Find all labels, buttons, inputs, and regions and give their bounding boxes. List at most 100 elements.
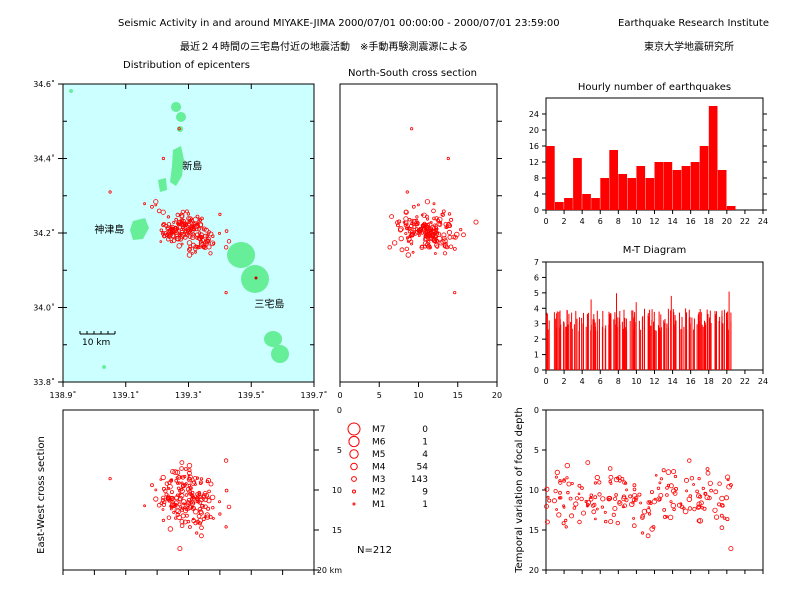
ew-section-point bbox=[197, 490, 201, 495]
ew-section-point bbox=[174, 478, 179, 483]
ew-section-point bbox=[189, 497, 193, 501]
ew-section-point bbox=[177, 546, 183, 552]
epicenter-point bbox=[199, 242, 205, 248]
depth-time-point bbox=[593, 495, 598, 500]
epicenter-point bbox=[218, 212, 222, 216]
depth-time-point bbox=[562, 504, 565, 508]
depth-time-point bbox=[554, 475, 558, 479]
depth-time-point bbox=[558, 480, 563, 485]
epicenter-point bbox=[198, 218, 202, 222]
ew-section-point bbox=[205, 479, 209, 484]
ew-section-point bbox=[211, 506, 215, 510]
depth-time-point bbox=[588, 496, 594, 502]
epicenter-point bbox=[174, 217, 179, 222]
islet-b bbox=[69, 89, 74, 93]
depth-time-point bbox=[547, 498, 552, 503]
ew-section-point bbox=[183, 467, 188, 471]
ns-section-point bbox=[431, 208, 436, 214]
epicenter-point bbox=[209, 240, 216, 246]
ns-section-point bbox=[459, 228, 463, 232]
ew-section-point bbox=[190, 500, 196, 506]
epicenter-point bbox=[171, 238, 177, 243]
ew-section-point bbox=[202, 490, 208, 496]
ns-section-x-tick-label: 0 bbox=[337, 391, 342, 400]
mt-x-tick-label: 0 bbox=[543, 377, 548, 386]
depth-time-point bbox=[692, 506, 697, 512]
hourly-bar bbox=[672, 170, 682, 210]
ew-section-point bbox=[180, 481, 184, 485]
ns-section-point bbox=[399, 247, 405, 253]
depth-time-point bbox=[554, 469, 560, 475]
hourly-bar bbox=[546, 146, 555, 210]
epicenter-point bbox=[198, 234, 203, 239]
depth-time-point bbox=[607, 466, 613, 471]
depth-time-point bbox=[570, 481, 574, 485]
ew-section-point bbox=[186, 462, 193, 469]
hourly-y-tick-label: 24 bbox=[529, 110, 539, 119]
legend-marker bbox=[349, 449, 359, 459]
ew-section-point bbox=[190, 490, 195, 495]
hourly-x-tick-label: 10 bbox=[631, 217, 641, 226]
depth-time-point bbox=[565, 476, 569, 480]
ns-section-point bbox=[404, 231, 408, 235]
depth-time-point bbox=[577, 483, 582, 488]
ns-section-point bbox=[448, 244, 454, 249]
depth-time-point bbox=[561, 521, 566, 526]
ew-section-point bbox=[153, 496, 159, 502]
ns-section-point bbox=[426, 227, 429, 231]
report-title-en: Seismic Activity in and around MIYAKE-JI… bbox=[118, 18, 560, 29]
mt-x-tick-label: 16 bbox=[686, 377, 696, 386]
mt-y-tick-label: 7 bbox=[534, 258, 539, 267]
ew-section-points bbox=[108, 458, 232, 552]
depth-time-point bbox=[569, 513, 575, 519]
depth-time-points bbox=[544, 458, 734, 552]
ns-section-point bbox=[420, 231, 425, 235]
ew-section-point bbox=[166, 515, 172, 520]
ns-section-point bbox=[438, 220, 442, 224]
ns-section-point bbox=[404, 246, 410, 252]
ew-section-point bbox=[183, 506, 186, 509]
ns-section-point bbox=[436, 218, 440, 223]
mt-x-tick-label: 22 bbox=[740, 377, 750, 386]
ew-section-point bbox=[179, 487, 184, 492]
epicenter-point bbox=[184, 228, 188, 232]
depth-time-point bbox=[606, 495, 612, 502]
ew-section-point bbox=[197, 517, 204, 524]
ew-section-point bbox=[198, 480, 204, 485]
epicenter-point bbox=[181, 225, 186, 229]
ns-section-point bbox=[424, 236, 430, 242]
ew-section-point bbox=[186, 476, 193, 483]
ns-section-point bbox=[411, 221, 416, 226]
hourly-bar bbox=[600, 178, 609, 210]
depth-time-point bbox=[673, 474, 678, 479]
epicenter-point bbox=[108, 190, 112, 194]
ew-section-point bbox=[177, 495, 184, 502]
epicenter-point bbox=[187, 228, 193, 234]
ew-section-point bbox=[176, 474, 182, 480]
ns-section-point bbox=[442, 236, 447, 241]
ew-section-point bbox=[173, 500, 179, 506]
epicenter-points bbox=[108, 127, 232, 295]
ns-section-points bbox=[387, 127, 479, 295]
depth-time-point bbox=[577, 519, 582, 525]
legend-count: 9 bbox=[422, 488, 428, 498]
ew-section-point bbox=[167, 483, 173, 490]
ns-section-point bbox=[432, 216, 436, 221]
depth-time-point bbox=[687, 458, 692, 463]
ns-section-point bbox=[449, 217, 454, 222]
ew-section-point bbox=[182, 519, 188, 525]
depth-time-point bbox=[705, 470, 711, 476]
epicenter-point bbox=[198, 232, 204, 238]
depth-time-point bbox=[591, 509, 597, 515]
depth-time-point bbox=[662, 507, 667, 512]
depth-time-point bbox=[580, 486, 584, 490]
depth-time-point bbox=[696, 518, 702, 524]
ns-section-point bbox=[435, 244, 440, 249]
hourly-bar bbox=[654, 162, 664, 210]
depth-time-point bbox=[622, 480, 627, 485]
epicenter-point bbox=[177, 236, 184, 242]
ew-section-point bbox=[179, 519, 185, 525]
hourly-bar bbox=[609, 150, 618, 210]
legend-magnitude-label: M1 bbox=[372, 500, 386, 510]
depth-time-point bbox=[562, 478, 566, 483]
